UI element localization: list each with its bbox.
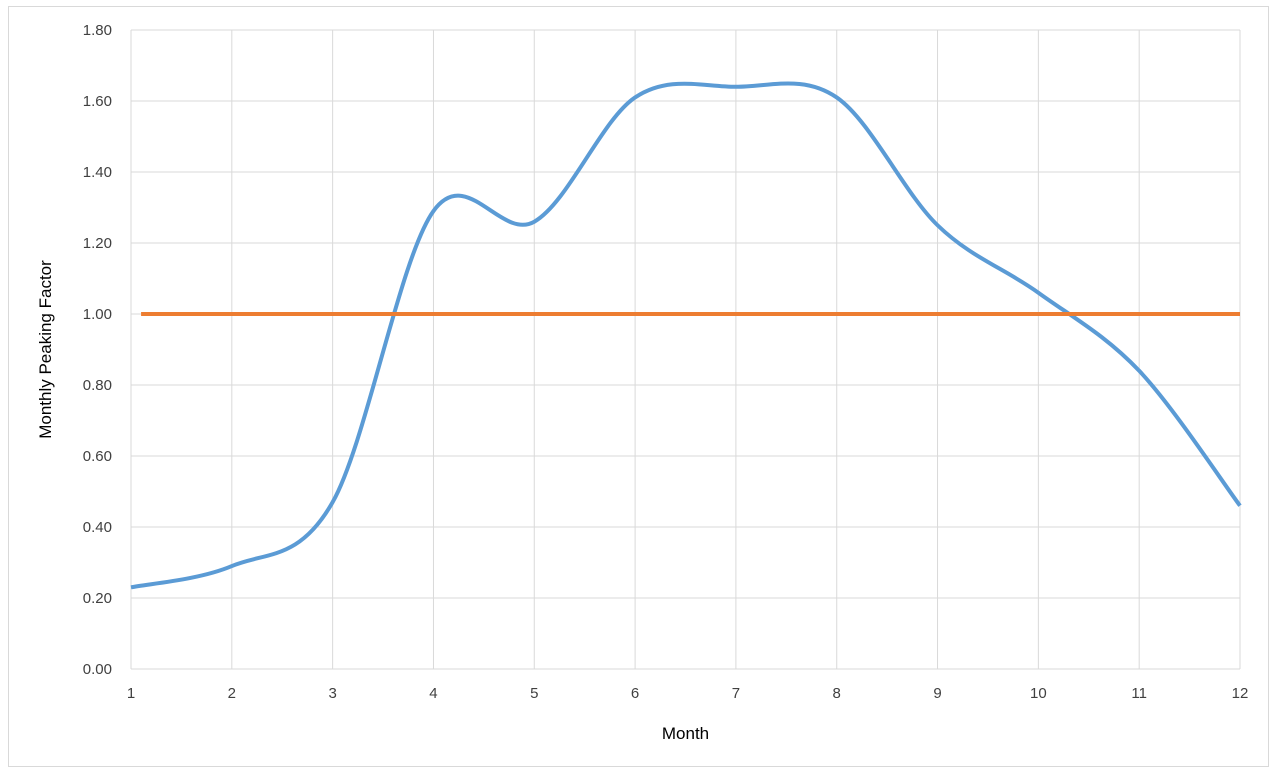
y-tick-label: 0.40 [83,519,112,536]
chart-frame [8,6,1269,767]
y-axis-ticks: 0.00 0.20 0.40 0.60 0.80 1.00 1.20 1.40 1.60 1.80 [83,22,112,678]
x-axis-title: Month [662,724,709,743]
y-tick-label: 0.00 [83,661,112,678]
x-tick-label: 1 [127,685,135,702]
y-tick-label: 1.60 [83,93,112,110]
y-tick-label: 0.20 [83,590,112,607]
x-tick-label: 6 [631,685,639,702]
x-tick-label: 8 [833,685,841,702]
series-group [130,81,1242,590]
x-tick-label: 9 [933,685,941,702]
x-tick-label: 3 [328,685,336,702]
x-axis-ticks: 1 2 3 4 5 6 7 8 9 10 11 12 [127,685,1249,702]
gridlines [130,29,1241,670]
x-tick-label: 4 [429,685,437,702]
x-tick-label: 5 [530,685,538,702]
x-tick-label: 12 [1232,685,1249,702]
y-tick-label: 0.80 [83,377,112,394]
y-tick-label: 1.20 [83,235,112,252]
x-tick-label: 10 [1030,685,1047,702]
x-tick-label: 2 [228,685,236,702]
y-axis-title: Monthly Peaking Factor [36,260,55,439]
x-tick-label: 11 [1131,685,1147,702]
y-tick-label: 1.80 [83,22,112,39]
y-tick-label: 1.00 [83,306,112,323]
series-line-peaking-factor [130,81,1242,590]
x-tick-label: 7 [732,685,740,702]
y-tick-label: 0.60 [83,448,112,465]
y-tick-label: 1.40 [83,164,112,181]
